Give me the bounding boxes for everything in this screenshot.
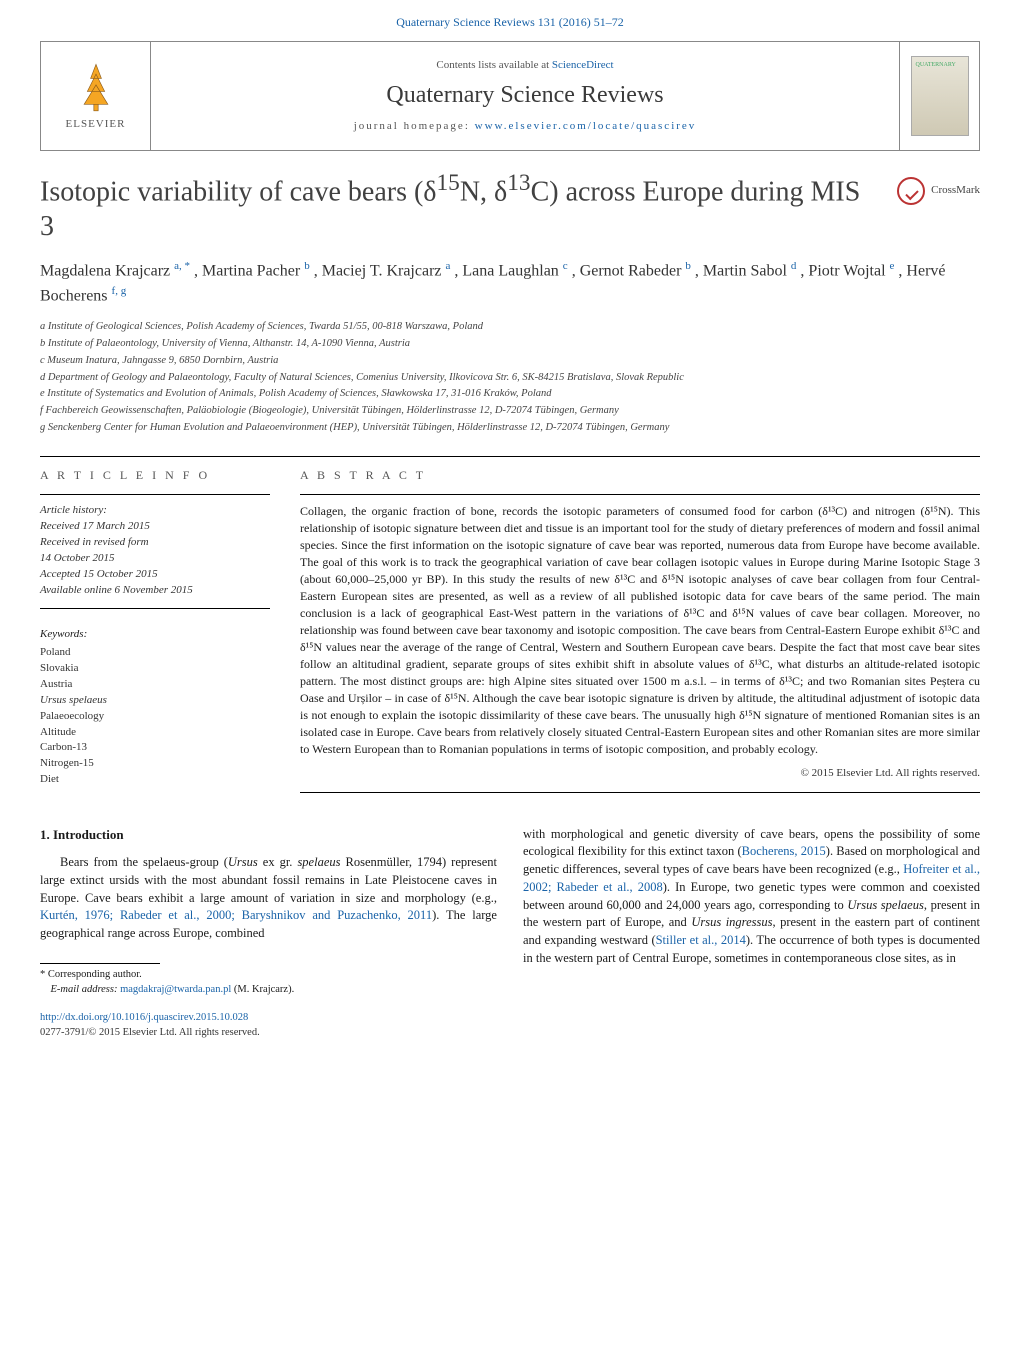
sciencedirect-link[interactable]: ScienceDirect bbox=[552, 59, 614, 71]
citation-link[interactable]: Bocherens, 2015 bbox=[742, 844, 826, 858]
divider bbox=[40, 456, 980, 457]
journal-ref-link[interactable]: Quaternary Science Reviews 131 (2016) 51… bbox=[396, 15, 624, 29]
cover-cell bbox=[899, 42, 979, 150]
affiliation: f Fachbereich Geowissenschaften, Paläobi… bbox=[40, 403, 980, 420]
footnote-rule bbox=[40, 963, 160, 964]
author-affil-sup[interactable]: b bbox=[304, 260, 310, 272]
copyright-line: © 2015 Elsevier Ltd. All rights reserved… bbox=[300, 766, 980, 781]
keywords-list: Poland Slovakia Austria Ursus spelaeus P… bbox=[40, 645, 270, 788]
crossmark-icon bbox=[897, 177, 925, 205]
affiliation-list: a Institute of Geological Sciences, Poli… bbox=[0, 313, 1020, 446]
affiliation: d Department of Geology and Palaeontolog… bbox=[40, 369, 980, 386]
header-bar: Quaternary Science Reviews 131 (2016) 51… bbox=[0, 0, 1020, 35]
homepage-line: journal homepage: www.elsevier.com/locat… bbox=[354, 119, 697, 134]
info-abstract-row: A R T I C L E I N F O Article history: R… bbox=[0, 467, 1020, 793]
crossmark-label: CrossMark bbox=[931, 183, 980, 198]
author-affil-sup[interactable]: a bbox=[446, 260, 451, 272]
divider bbox=[40, 608, 270, 609]
elsevier-wordmark: ELSEVIER bbox=[66, 117, 126, 132]
affiliation: b Institute of Palaeontology, University… bbox=[40, 336, 980, 353]
keyword: Carbon-13 bbox=[40, 740, 270, 756]
body-paragraph: Bears from the spelaeus-group (Ursus ex … bbox=[40, 854, 497, 943]
article-history: Article history: Received 17 March 2015 … bbox=[40, 503, 270, 599]
article-info-head: A R T I C L E I N F O bbox=[40, 467, 270, 484]
author-affil-sup[interactable]: a, * bbox=[174, 260, 190, 272]
divider bbox=[300, 494, 980, 495]
keyword: Austria bbox=[40, 677, 270, 693]
author-affil-sup[interactable]: f, g bbox=[112, 285, 127, 297]
author-affil-sup[interactable]: b bbox=[685, 260, 691, 272]
abstract-text: Collagen, the organic fraction of bone, … bbox=[300, 503, 980, 758]
affiliation: a Institute of Geological Sciences, Poli… bbox=[40, 319, 980, 336]
right-column: with morphological and genetic diversity… bbox=[523, 826, 980, 998]
issn-line: 0277-3791/© 2015 Elsevier Ltd. All right… bbox=[40, 1026, 980, 1041]
author-affil-sup[interactable]: d bbox=[791, 260, 797, 272]
article-title: Isotopic variability of cave bears (δ15N… bbox=[40, 169, 881, 244]
journal-cover-thumbnail bbox=[911, 56, 969, 136]
journal-reference: Quaternary Science Reviews 131 (2016) 51… bbox=[40, 14, 980, 31]
keyword: Ursus spelaeus bbox=[40, 693, 270, 709]
crossmark-widget[interactable]: CrossMark bbox=[897, 169, 980, 205]
keyword: Altitude bbox=[40, 725, 270, 741]
article-info-column: A R T I C L E I N F O Article history: R… bbox=[40, 467, 270, 793]
left-column: 1. Introduction Bears from the spelaeus-… bbox=[40, 826, 497, 998]
title-row: Isotopic variability of cave bears (δ15N… bbox=[0, 169, 1020, 244]
affiliation: c Museum Inatura, Jahngasse 9, 6850 Dorn… bbox=[40, 352, 980, 369]
doi-link[interactable]: http://dx.doi.org/10.1016/j.quascirev.20… bbox=[40, 1012, 248, 1023]
author-affil-sup[interactable]: e bbox=[890, 260, 895, 272]
divider bbox=[300, 792, 980, 793]
homepage-link[interactable]: www.elsevier.com/locate/quascirev bbox=[475, 120, 697, 132]
author-list: Magdalena Krajcarz a, * , Martina Pacher… bbox=[0, 244, 1020, 313]
masthead-box: ELSEVIER Contents lists available at Sci… bbox=[40, 41, 980, 151]
keywords-label: Keywords: bbox=[40, 627, 270, 642]
contents-line: Contents lists available at ScienceDirec… bbox=[436, 58, 613, 73]
affiliation: g Senckenberg Center for Human Evolution… bbox=[40, 419, 980, 436]
keyword: Diet bbox=[40, 772, 270, 788]
section-heading: 1. Introduction bbox=[40, 826, 497, 844]
elsevier-logo-cell: ELSEVIER bbox=[41, 42, 151, 150]
journal-title: Quaternary Science Reviews bbox=[386, 79, 663, 113]
keyword: Poland bbox=[40, 645, 270, 661]
body-paragraph: with morphological and genetic diversity… bbox=[523, 826, 980, 968]
divider bbox=[40, 494, 270, 495]
abstract-head: A B S T R A C T bbox=[300, 467, 980, 484]
keyword: Slovakia bbox=[40, 661, 270, 677]
elsevier-tree-icon bbox=[69, 59, 123, 113]
keyword: Palaeoecology bbox=[40, 709, 270, 725]
affiliation: e Institute of Systematics and Evolution… bbox=[40, 386, 980, 403]
citation-link[interactable]: Kurtén, 1976; Rabeder et al., 2000; Bary… bbox=[40, 908, 432, 922]
email-link[interactable]: magdakraj@twarda.pan.pl bbox=[120, 984, 231, 995]
footer: http://dx.doi.org/10.1016/j.quascirev.20… bbox=[0, 997, 1020, 1060]
keyword: Nitrogen-15 bbox=[40, 756, 270, 772]
body-columns: 1. Introduction Bears from the spelaeus-… bbox=[0, 826, 1020, 998]
masthead-center: Contents lists available at ScienceDirec… bbox=[151, 42, 899, 150]
abstract-column: A B S T R A C T Collagen, the organic fr… bbox=[300, 467, 980, 793]
author-affil-sup[interactable]: c bbox=[563, 260, 568, 272]
citation-link[interactable]: Stiller et al., 2014 bbox=[656, 933, 746, 947]
corresponding-footnote: * Corresponding author. E-mail address: … bbox=[40, 968, 497, 997]
